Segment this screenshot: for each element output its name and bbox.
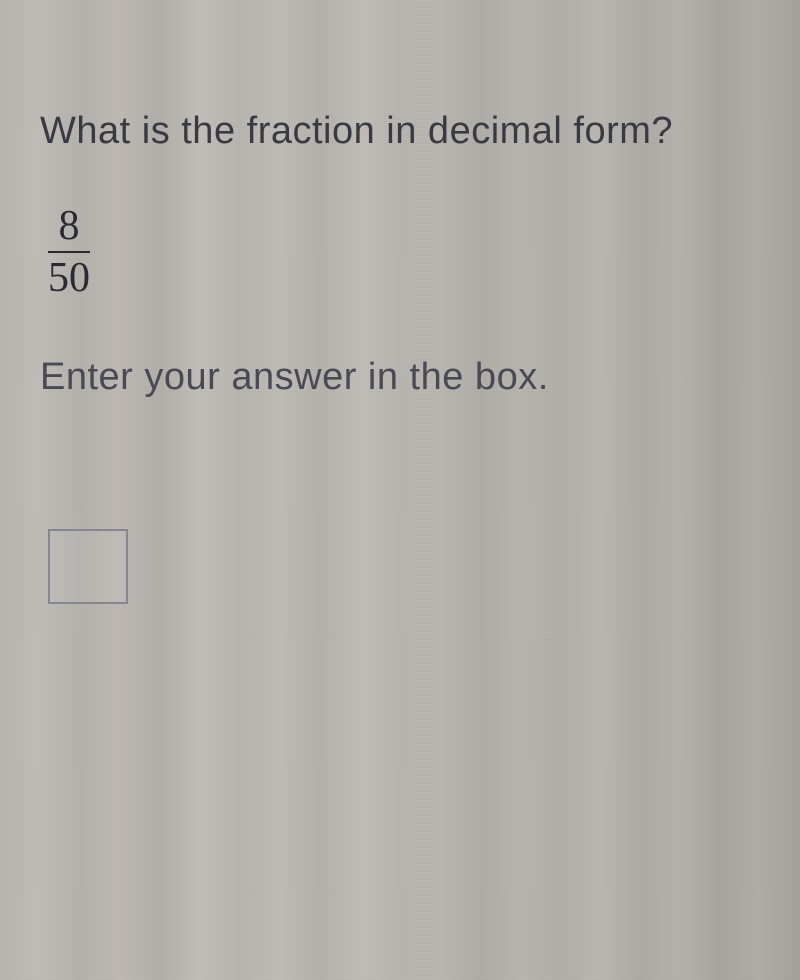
instruction-text: Enter your answer in the box. bbox=[40, 356, 760, 399]
question-prompt: What is the fraction in decimal form? bbox=[40, 110, 760, 153]
answer-input[interactable] bbox=[48, 529, 128, 604]
fraction-display: 8 50 bbox=[48, 203, 90, 301]
fraction-denominator: 50 bbox=[48, 253, 90, 301]
fraction-numerator: 8 bbox=[48, 203, 90, 253]
